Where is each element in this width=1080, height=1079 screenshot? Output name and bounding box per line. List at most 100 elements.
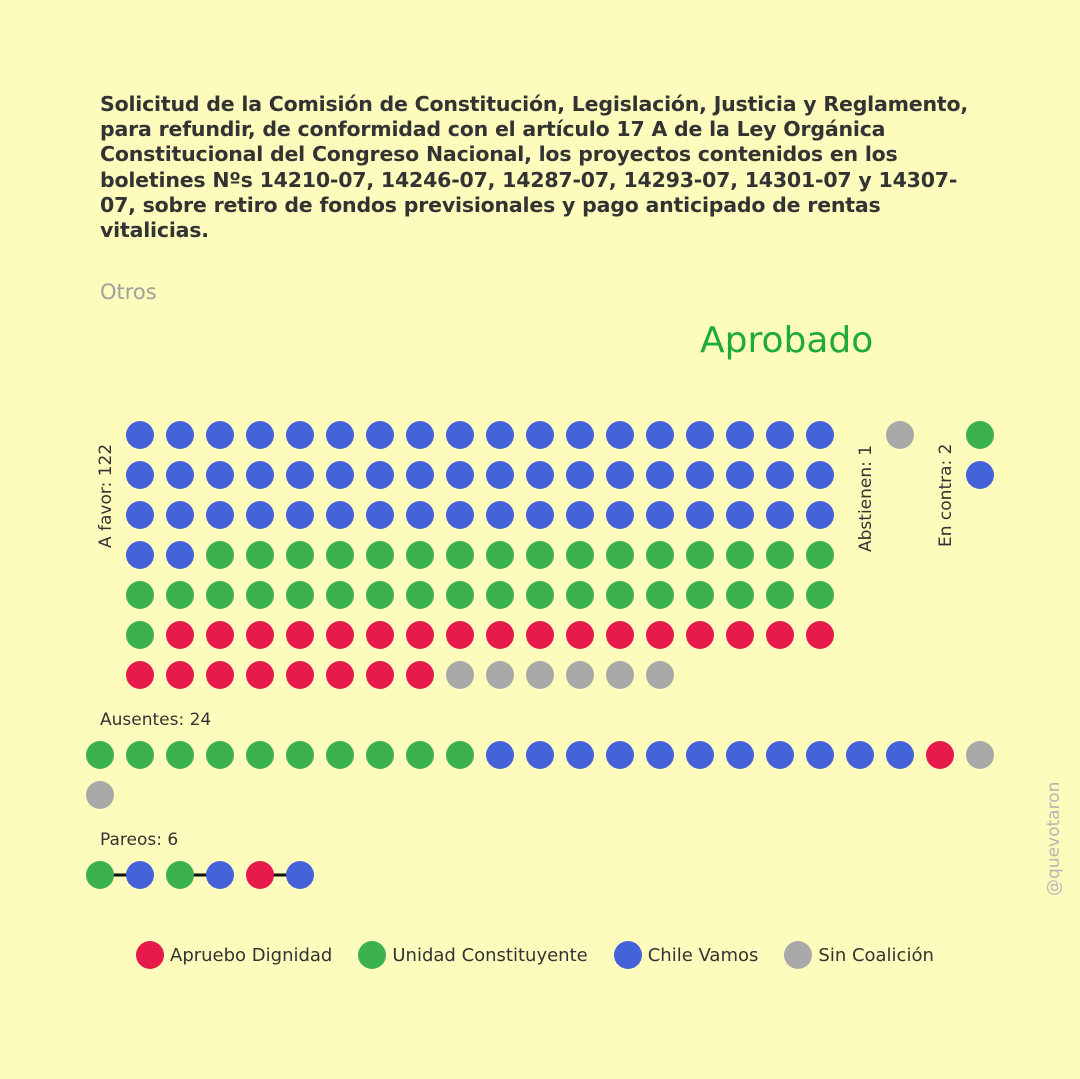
ausentes-dot xyxy=(526,741,554,769)
afavor-dot xyxy=(166,421,194,449)
afavor-dot xyxy=(806,501,834,529)
afavor-dot xyxy=(446,661,474,689)
afavor-dot xyxy=(126,621,154,649)
afavor-dot xyxy=(126,501,154,529)
legend-dot xyxy=(136,941,164,969)
afavor-dot xyxy=(206,621,234,649)
afavor-dot xyxy=(486,581,514,609)
abstienen-dot xyxy=(886,421,914,449)
afavor-dot xyxy=(646,621,674,649)
ausentes-dot xyxy=(86,741,114,769)
afavor-dot xyxy=(486,541,514,569)
ausentes-dot xyxy=(646,741,674,769)
afavor-dot xyxy=(446,541,474,569)
afavor-dot xyxy=(566,661,594,689)
afavor-dot xyxy=(566,421,594,449)
afavor-dot xyxy=(526,461,554,489)
afavor-dot xyxy=(526,661,554,689)
afavor-dot xyxy=(406,461,434,489)
ausentes-dot xyxy=(86,781,114,809)
afavor-dot xyxy=(446,581,474,609)
ausentes-dot xyxy=(326,741,354,769)
afavor-dot xyxy=(646,461,674,489)
afavor-dot xyxy=(606,501,634,529)
afavor-dot xyxy=(166,621,194,649)
ausentes-dot xyxy=(726,741,754,769)
afavor-dot xyxy=(526,581,554,609)
afavor-dot xyxy=(406,541,434,569)
chart-title: Solicitud de la Comisión de Constitución… xyxy=(100,92,968,243)
afavor-dot xyxy=(606,621,634,649)
ausentes-dot xyxy=(446,741,474,769)
afavor-dot xyxy=(526,421,554,449)
legend-item: Chile Vamos xyxy=(613,941,759,969)
afavor-dot xyxy=(246,661,274,689)
afavor-dot xyxy=(126,541,154,569)
afavor-dot xyxy=(606,661,634,689)
afavor-dot xyxy=(406,501,434,529)
ausentes-dot xyxy=(206,741,234,769)
ausentes-dot xyxy=(966,741,994,769)
pareos-label: Pareos: 6 xyxy=(100,830,179,850)
pareo-dot xyxy=(206,861,234,889)
afavor-dot xyxy=(606,581,634,609)
afavor-dot xyxy=(326,421,354,449)
afavor-dot xyxy=(286,661,314,689)
afavor-dot xyxy=(486,421,514,449)
vote-result: Aprobado xyxy=(700,320,874,361)
afavor-dot xyxy=(166,581,194,609)
afavor-dot xyxy=(646,661,674,689)
legend-label: Sin Coalición xyxy=(818,944,934,966)
legend-dot xyxy=(784,941,813,969)
watermark: @quevotaron xyxy=(1044,781,1064,896)
afavor-dot xyxy=(286,541,314,569)
legend-label: Chile Vamos xyxy=(647,944,759,966)
afavor-dot xyxy=(286,621,314,649)
afavor-dot xyxy=(726,461,754,489)
pareo-dot xyxy=(126,861,154,889)
pareo-dot xyxy=(86,861,114,889)
afavor-dot xyxy=(246,461,274,489)
afavor-dot xyxy=(446,461,474,489)
afavor-dot xyxy=(326,461,354,489)
afavor-dot xyxy=(726,421,754,449)
afavor-dot xyxy=(366,661,394,689)
afavor-dot xyxy=(566,621,594,649)
afavor-dot xyxy=(566,581,594,609)
pareo-dot xyxy=(166,861,194,889)
afavor-dot xyxy=(246,621,274,649)
afavor-dot xyxy=(726,621,754,649)
afavor-dot xyxy=(606,461,634,489)
pareo-dot xyxy=(286,861,314,889)
legend-item: Apruebo Dignidad xyxy=(136,941,332,969)
afavor-dot xyxy=(246,581,274,609)
legend-item: Unidad Constituyente xyxy=(358,941,588,969)
afavor-dot xyxy=(526,541,554,569)
ausentes-dot xyxy=(366,741,394,769)
afavor-dot xyxy=(686,421,714,449)
legend-dot xyxy=(613,941,642,969)
afavor-dot xyxy=(726,501,754,529)
afavor-dot xyxy=(726,581,754,609)
afavor-dot xyxy=(486,461,514,489)
encontra-dot xyxy=(966,421,994,449)
afavor-dot xyxy=(366,501,394,529)
afavor-dot xyxy=(406,621,434,649)
afavor-dot xyxy=(206,501,234,529)
afavor-dot xyxy=(566,541,594,569)
afavor-dot xyxy=(366,541,394,569)
legend-item: Sin Coalición xyxy=(784,941,934,969)
afavor-dot xyxy=(486,621,514,649)
afavor-dot xyxy=(286,461,314,489)
afavor-dot xyxy=(286,501,314,529)
afavor-dot xyxy=(446,421,474,449)
afavor-dot xyxy=(646,421,674,449)
ausentes-dot xyxy=(926,741,954,769)
ausentes-label: Ausentes: 24 xyxy=(100,710,212,730)
afavor-dot xyxy=(286,421,314,449)
legend-dot xyxy=(358,941,387,969)
afavor-dot xyxy=(486,661,514,689)
legend: Apruebo Dignidad Unidad Constituyente Chil… xyxy=(136,940,960,970)
afavor-dot xyxy=(126,581,154,609)
ausentes-dot xyxy=(606,741,634,769)
